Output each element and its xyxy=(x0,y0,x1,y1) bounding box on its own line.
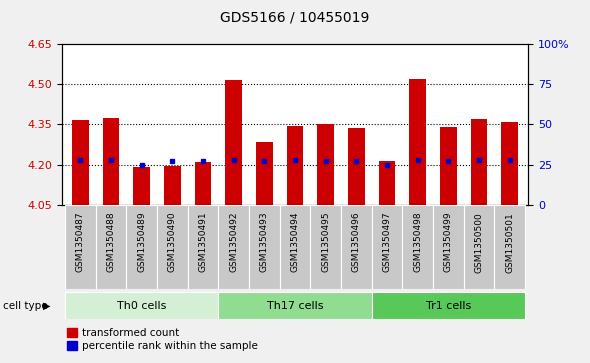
Bar xyxy=(218,205,249,289)
Bar xyxy=(280,205,310,289)
Text: cell type: cell type xyxy=(3,301,48,311)
Bar xyxy=(225,80,242,205)
Text: GSM1350488: GSM1350488 xyxy=(107,212,116,272)
Bar xyxy=(348,129,365,205)
Bar xyxy=(195,162,211,205)
Text: GSM1350491: GSM1350491 xyxy=(198,212,208,272)
Bar xyxy=(164,166,181,205)
Text: GSM1350492: GSM1350492 xyxy=(229,212,238,272)
Text: GSM1350490: GSM1350490 xyxy=(168,212,177,272)
Text: Th17 cells: Th17 cells xyxy=(267,301,323,311)
Text: GDS5166 / 10455019: GDS5166 / 10455019 xyxy=(220,11,370,25)
Bar xyxy=(96,205,126,289)
Bar xyxy=(65,205,96,289)
Bar xyxy=(157,205,188,289)
Bar xyxy=(471,119,487,205)
Bar xyxy=(218,292,372,319)
Bar xyxy=(494,205,525,289)
Text: GSM1350495: GSM1350495 xyxy=(321,212,330,272)
Bar xyxy=(372,205,402,289)
Text: Tr1 cells: Tr1 cells xyxy=(426,301,471,311)
Bar xyxy=(72,120,88,205)
Text: GSM1350494: GSM1350494 xyxy=(290,212,300,272)
Bar xyxy=(103,118,119,205)
Bar xyxy=(65,292,218,319)
Bar xyxy=(433,205,464,289)
Bar xyxy=(126,205,157,289)
Text: GSM1350487: GSM1350487 xyxy=(76,212,85,272)
Bar xyxy=(317,125,334,205)
Bar xyxy=(287,126,303,205)
Text: GSM1350497: GSM1350497 xyxy=(382,212,392,272)
Bar xyxy=(502,122,518,205)
Text: GSM1350499: GSM1350499 xyxy=(444,212,453,272)
Text: GSM1350498: GSM1350498 xyxy=(413,212,422,272)
Text: Th0 cells: Th0 cells xyxy=(117,301,166,311)
Text: GSM1350496: GSM1350496 xyxy=(352,212,361,272)
Legend: transformed count, percentile rank within the sample: transformed count, percentile rank withi… xyxy=(67,328,258,351)
Text: GSM1350493: GSM1350493 xyxy=(260,212,269,272)
Text: GSM1350501: GSM1350501 xyxy=(505,212,514,273)
Bar xyxy=(249,205,280,289)
Text: GSM1350500: GSM1350500 xyxy=(474,212,483,273)
Bar xyxy=(402,205,433,289)
Bar xyxy=(440,127,457,205)
Bar xyxy=(464,205,494,289)
Bar xyxy=(256,142,273,205)
Bar xyxy=(188,205,218,289)
Text: ▶: ▶ xyxy=(43,301,51,311)
Text: GSM1350489: GSM1350489 xyxy=(137,212,146,272)
Bar xyxy=(379,161,395,205)
Bar xyxy=(409,78,426,205)
Bar xyxy=(341,205,372,289)
Bar xyxy=(133,167,150,205)
Bar xyxy=(310,205,341,289)
Bar xyxy=(372,292,525,319)
